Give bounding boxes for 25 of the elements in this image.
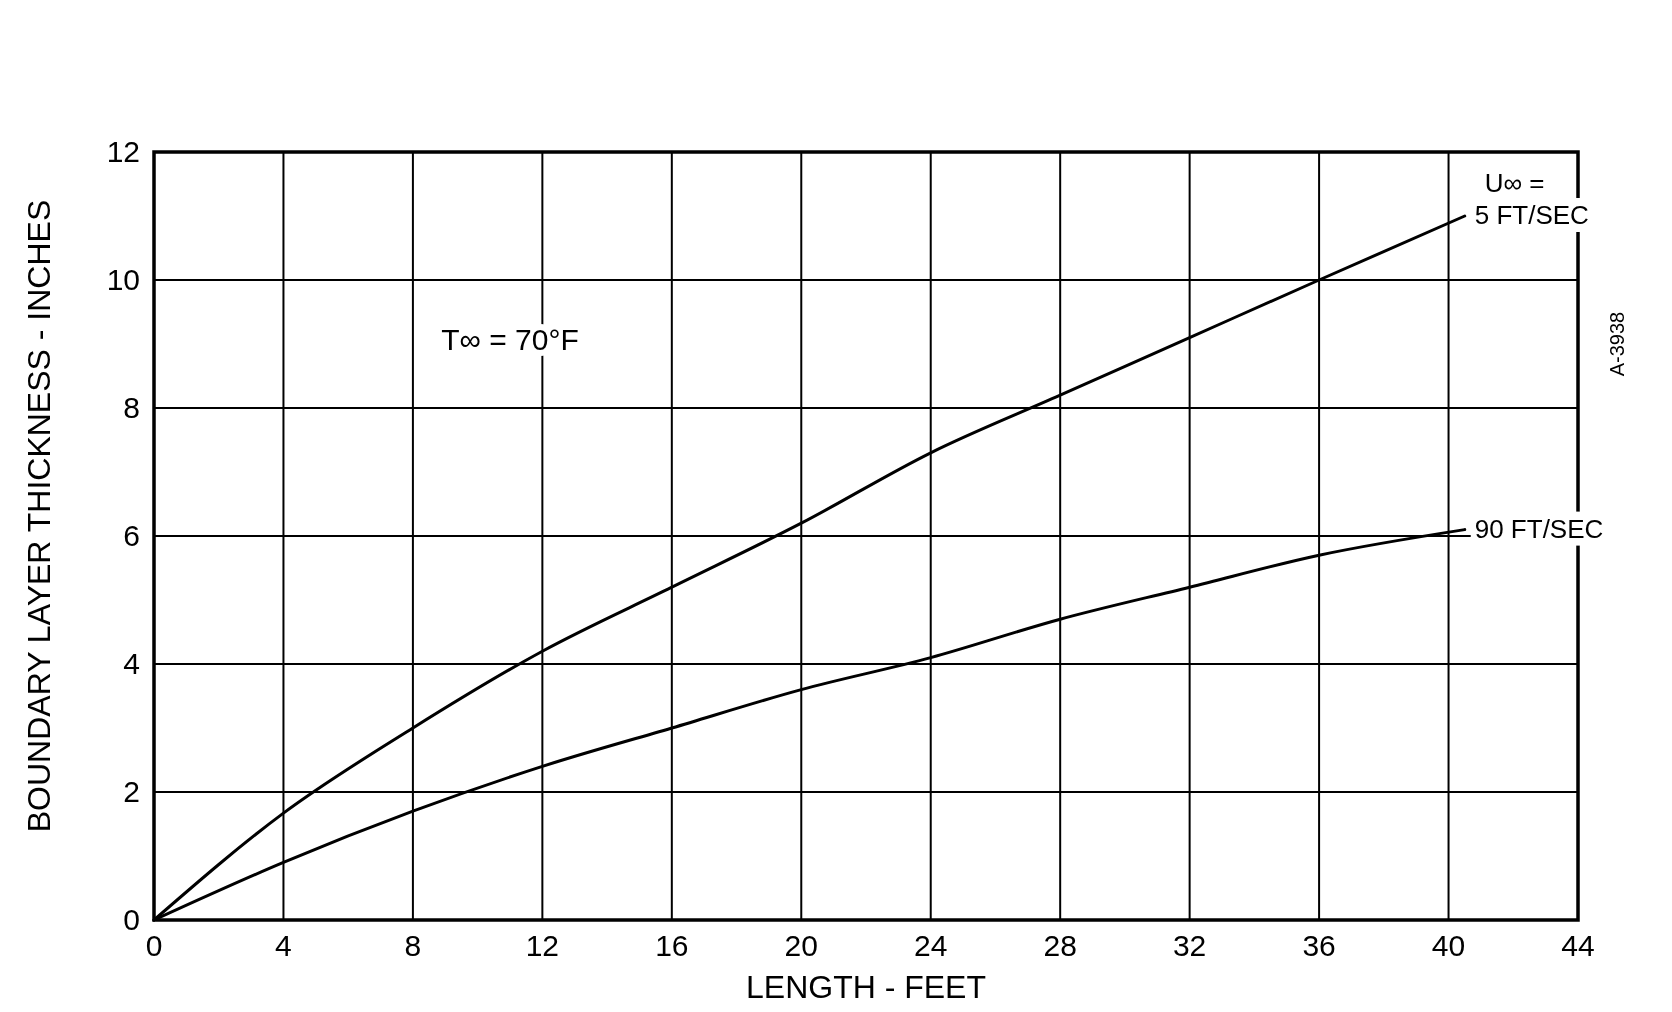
y-tick-label: 0 <box>123 903 140 936</box>
x-tick-label: 12 <box>525 929 560 962</box>
x-tick-label: 24 <box>914 929 948 962</box>
x-axis-title: LENGTH - FEET <box>745 969 987 1005</box>
x-tick-label: 36 <box>1302 929 1336 962</box>
x-tick-label: 20 <box>784 929 818 962</box>
y-tick-label: 12 <box>106 135 140 168</box>
y-tick-label: 8 <box>123 391 140 424</box>
series-label: 5 FT/SEC <box>1474 200 1589 230</box>
x-tick-label: 32 <box>1172 929 1207 962</box>
x-tick-label: 0 <box>145 929 163 962</box>
x-tick-label: 4 <box>275 929 292 962</box>
y-tick-label: 10 <box>106 263 140 296</box>
y-tick-label: 2 <box>123 775 140 808</box>
legend-title: U∞ = <box>1484 168 1545 198</box>
x-tick-label: 44 <box>1561 929 1595 962</box>
y-axis-title: BOUNDARY LAYER THICKNESS - INCHES <box>21 199 57 833</box>
series-label: 90 FT/SEC <box>1474 513 1604 544</box>
y-tick-label: 6 <box>123 519 140 552</box>
text: A-3938 <box>1606 311 1628 377</box>
y-tick-label: 4 <box>123 647 140 680</box>
x-tick-label: 28 <box>1043 929 1077 962</box>
x-tick-label: 8 <box>404 929 422 962</box>
x-tick-label: 40 <box>1431 929 1466 962</box>
x-tick-label: 16 <box>655 929 689 962</box>
